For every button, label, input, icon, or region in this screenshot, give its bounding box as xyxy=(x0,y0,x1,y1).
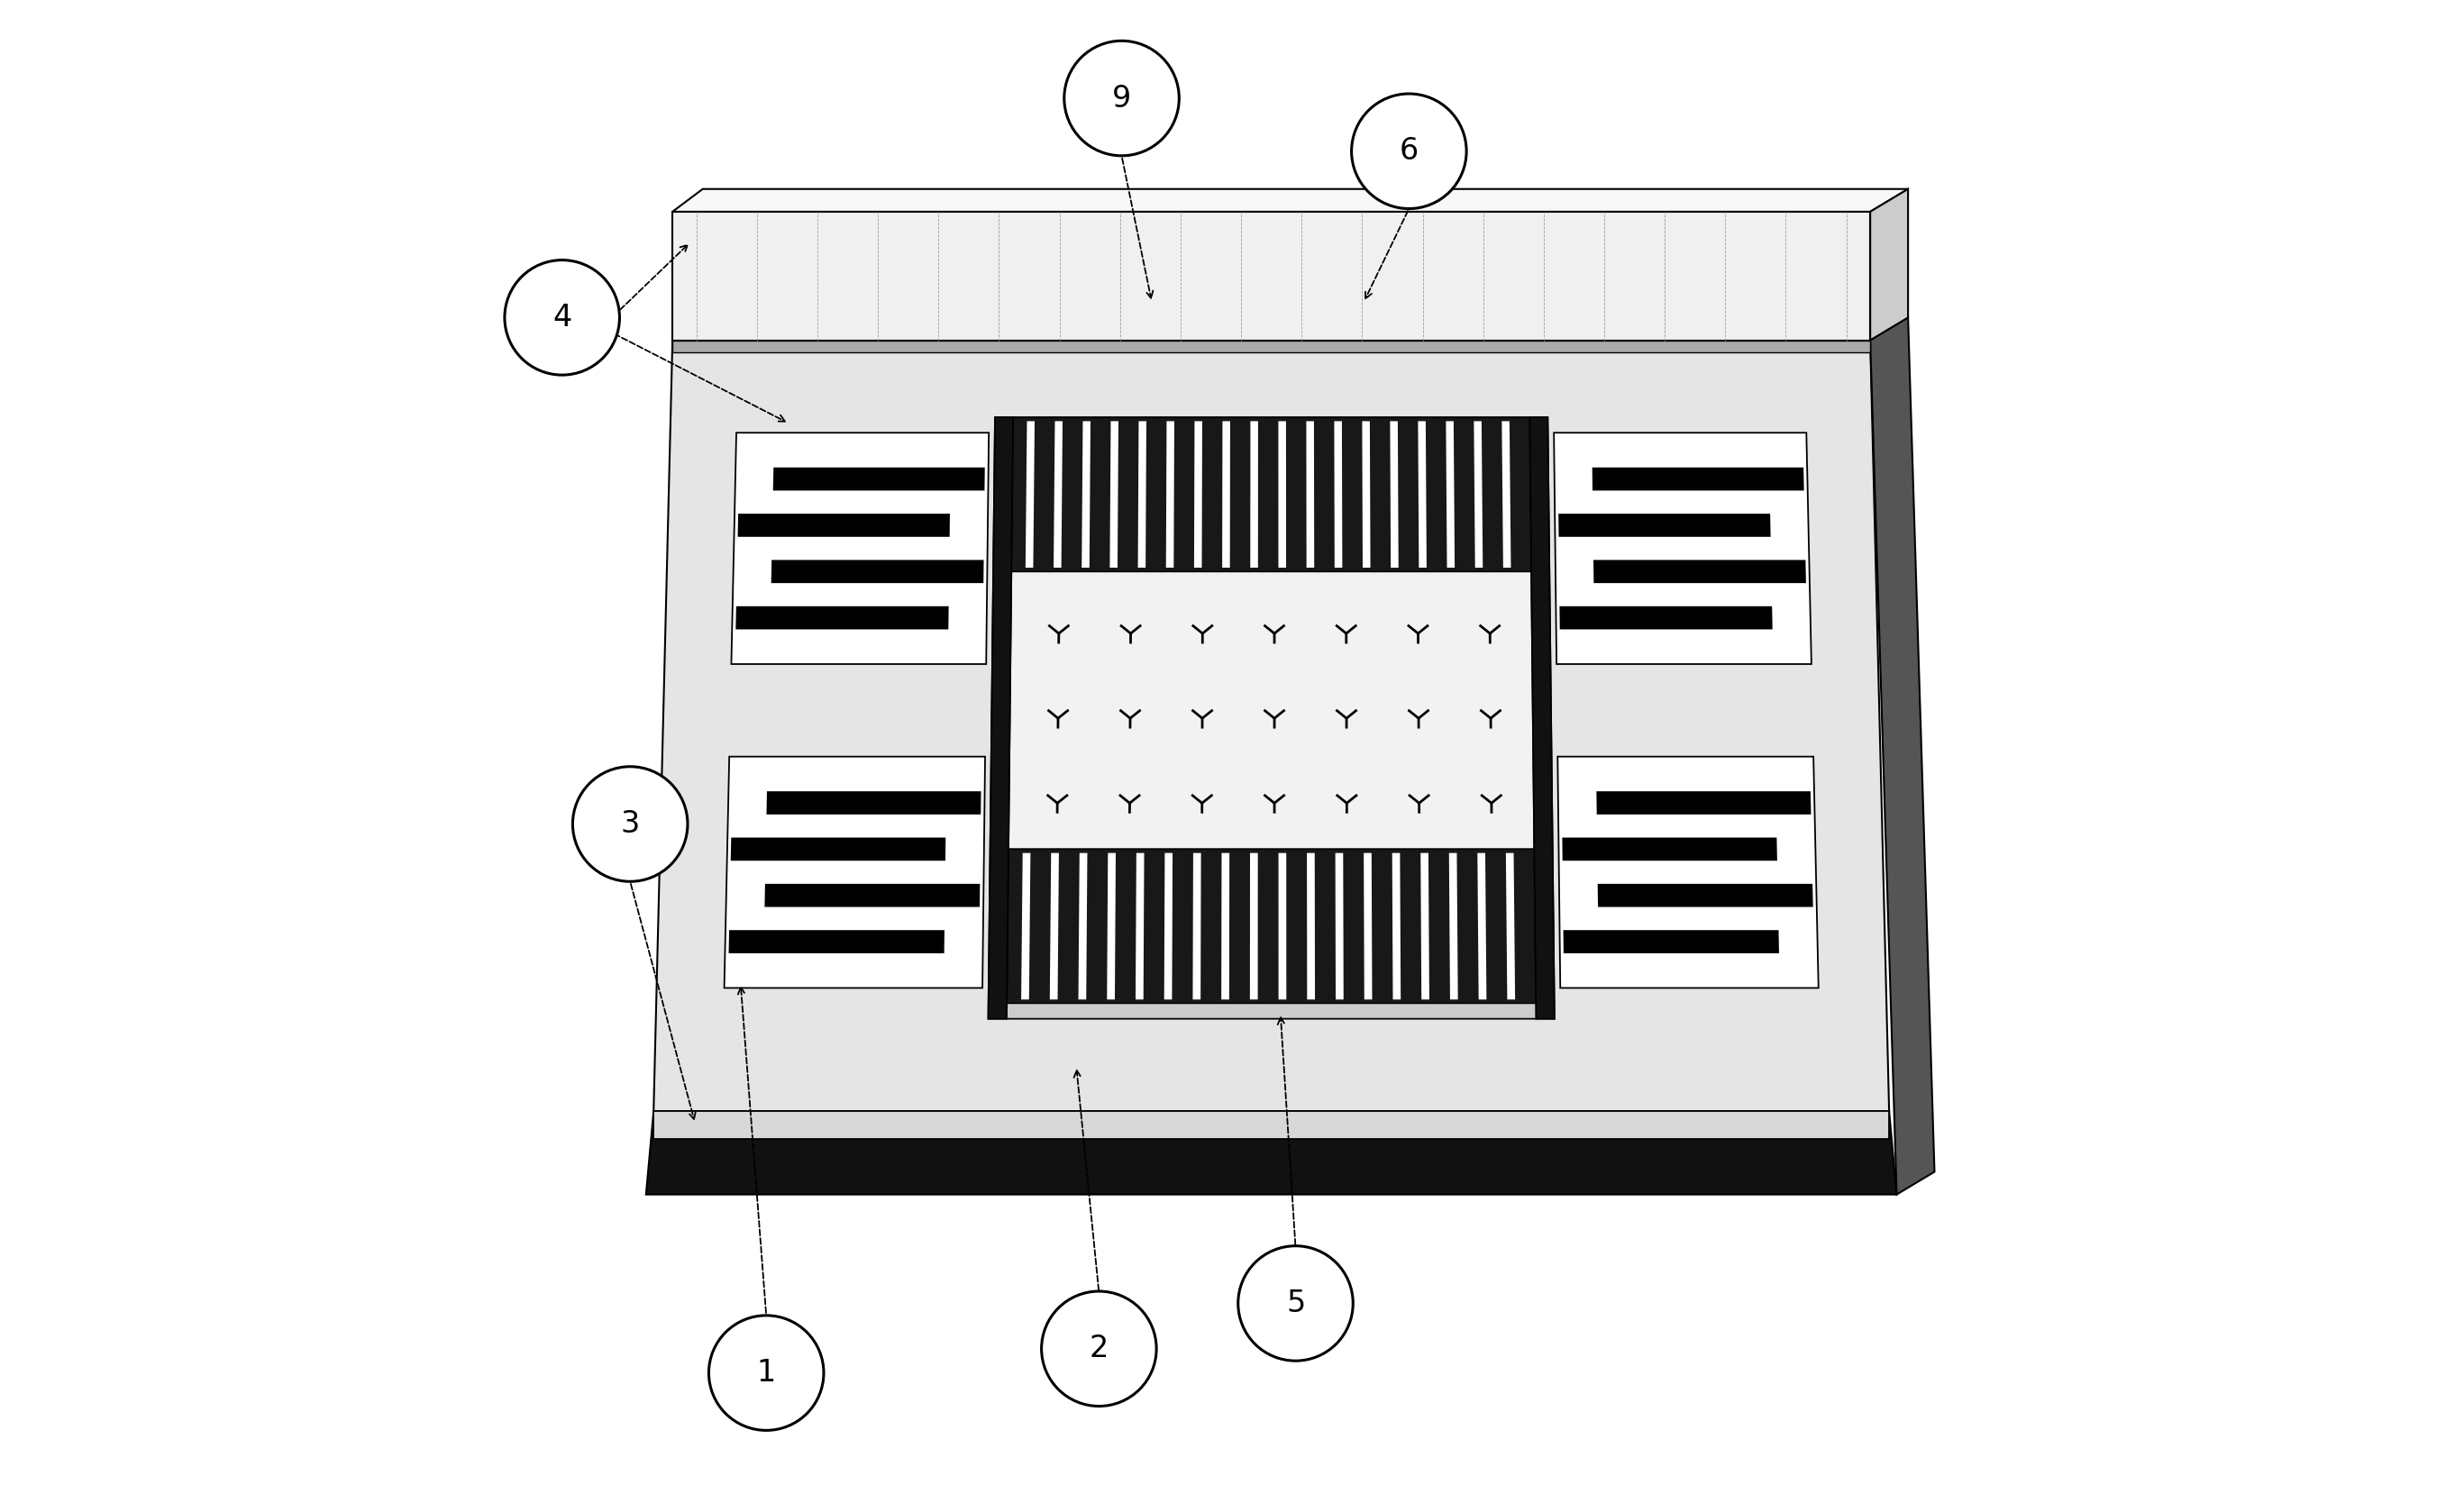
Polygon shape xyxy=(1593,559,1807,584)
Polygon shape xyxy=(1306,422,1313,567)
Polygon shape xyxy=(729,930,945,953)
Polygon shape xyxy=(1051,853,1058,999)
Polygon shape xyxy=(1419,422,1426,567)
Polygon shape xyxy=(1250,853,1257,999)
Text: 6: 6 xyxy=(1399,136,1419,166)
Polygon shape xyxy=(1333,422,1343,567)
Polygon shape xyxy=(1559,606,1773,629)
Polygon shape xyxy=(1363,422,1370,567)
Polygon shape xyxy=(1193,422,1203,567)
Polygon shape xyxy=(1009,572,1534,850)
Polygon shape xyxy=(1593,467,1804,490)
Text: 1: 1 xyxy=(756,1358,776,1388)
Polygon shape xyxy=(1448,853,1458,999)
Polygon shape xyxy=(1306,853,1316,999)
Circle shape xyxy=(1353,94,1466,209)
Polygon shape xyxy=(1556,756,1819,987)
Polygon shape xyxy=(1446,422,1456,567)
Polygon shape xyxy=(764,885,980,907)
Polygon shape xyxy=(1598,885,1814,907)
Polygon shape xyxy=(1871,189,1908,340)
Polygon shape xyxy=(673,212,1871,340)
Text: 3: 3 xyxy=(621,809,641,839)
Polygon shape xyxy=(732,432,989,664)
Polygon shape xyxy=(1220,853,1230,999)
Polygon shape xyxy=(1279,853,1286,999)
Text: 5: 5 xyxy=(1286,1288,1306,1318)
Polygon shape xyxy=(1107,853,1115,999)
Polygon shape xyxy=(1279,422,1286,567)
Polygon shape xyxy=(1596,791,1812,815)
Polygon shape xyxy=(1250,422,1257,567)
Polygon shape xyxy=(653,340,1890,1111)
Circle shape xyxy=(1237,1246,1353,1361)
Polygon shape xyxy=(1478,853,1485,999)
Polygon shape xyxy=(1110,422,1119,567)
Circle shape xyxy=(506,260,619,375)
Polygon shape xyxy=(1473,422,1483,567)
Polygon shape xyxy=(1021,853,1031,999)
Polygon shape xyxy=(1166,422,1173,567)
Polygon shape xyxy=(989,417,1014,1019)
Text: 4: 4 xyxy=(552,302,572,333)
Polygon shape xyxy=(1026,422,1034,567)
Polygon shape xyxy=(1529,417,1554,1019)
Polygon shape xyxy=(1392,853,1402,999)
Polygon shape xyxy=(1363,853,1372,999)
Circle shape xyxy=(572,767,687,881)
Polygon shape xyxy=(1564,930,1780,953)
Polygon shape xyxy=(1083,422,1090,567)
Polygon shape xyxy=(1137,853,1144,999)
Polygon shape xyxy=(653,1111,1890,1139)
Polygon shape xyxy=(736,606,948,629)
Polygon shape xyxy=(1007,850,1537,1004)
Polygon shape xyxy=(736,514,950,537)
Polygon shape xyxy=(773,467,984,490)
Polygon shape xyxy=(1561,838,1777,860)
Polygon shape xyxy=(1053,422,1063,567)
Polygon shape xyxy=(1505,853,1515,999)
Polygon shape xyxy=(1078,853,1088,999)
Polygon shape xyxy=(1164,853,1173,999)
Polygon shape xyxy=(1421,853,1429,999)
Text: 2: 2 xyxy=(1090,1334,1110,1364)
Polygon shape xyxy=(732,838,945,860)
Polygon shape xyxy=(1336,853,1343,999)
Circle shape xyxy=(1063,41,1178,156)
Polygon shape xyxy=(1137,422,1146,567)
Polygon shape xyxy=(1559,514,1770,537)
Text: 9: 9 xyxy=(1112,83,1132,113)
Polygon shape xyxy=(673,189,1908,212)
Polygon shape xyxy=(1871,318,1935,1194)
Polygon shape xyxy=(1011,417,1532,572)
Polygon shape xyxy=(1223,422,1230,567)
Polygon shape xyxy=(989,417,1554,1019)
Circle shape xyxy=(1041,1291,1156,1406)
Polygon shape xyxy=(766,791,982,815)
Polygon shape xyxy=(1502,422,1510,567)
Polygon shape xyxy=(1554,432,1812,664)
Polygon shape xyxy=(673,340,1871,352)
Polygon shape xyxy=(1390,422,1399,567)
Polygon shape xyxy=(771,559,984,584)
Polygon shape xyxy=(646,1111,1898,1194)
Polygon shape xyxy=(1193,853,1200,999)
Polygon shape xyxy=(724,756,984,987)
Circle shape xyxy=(709,1315,825,1430)
